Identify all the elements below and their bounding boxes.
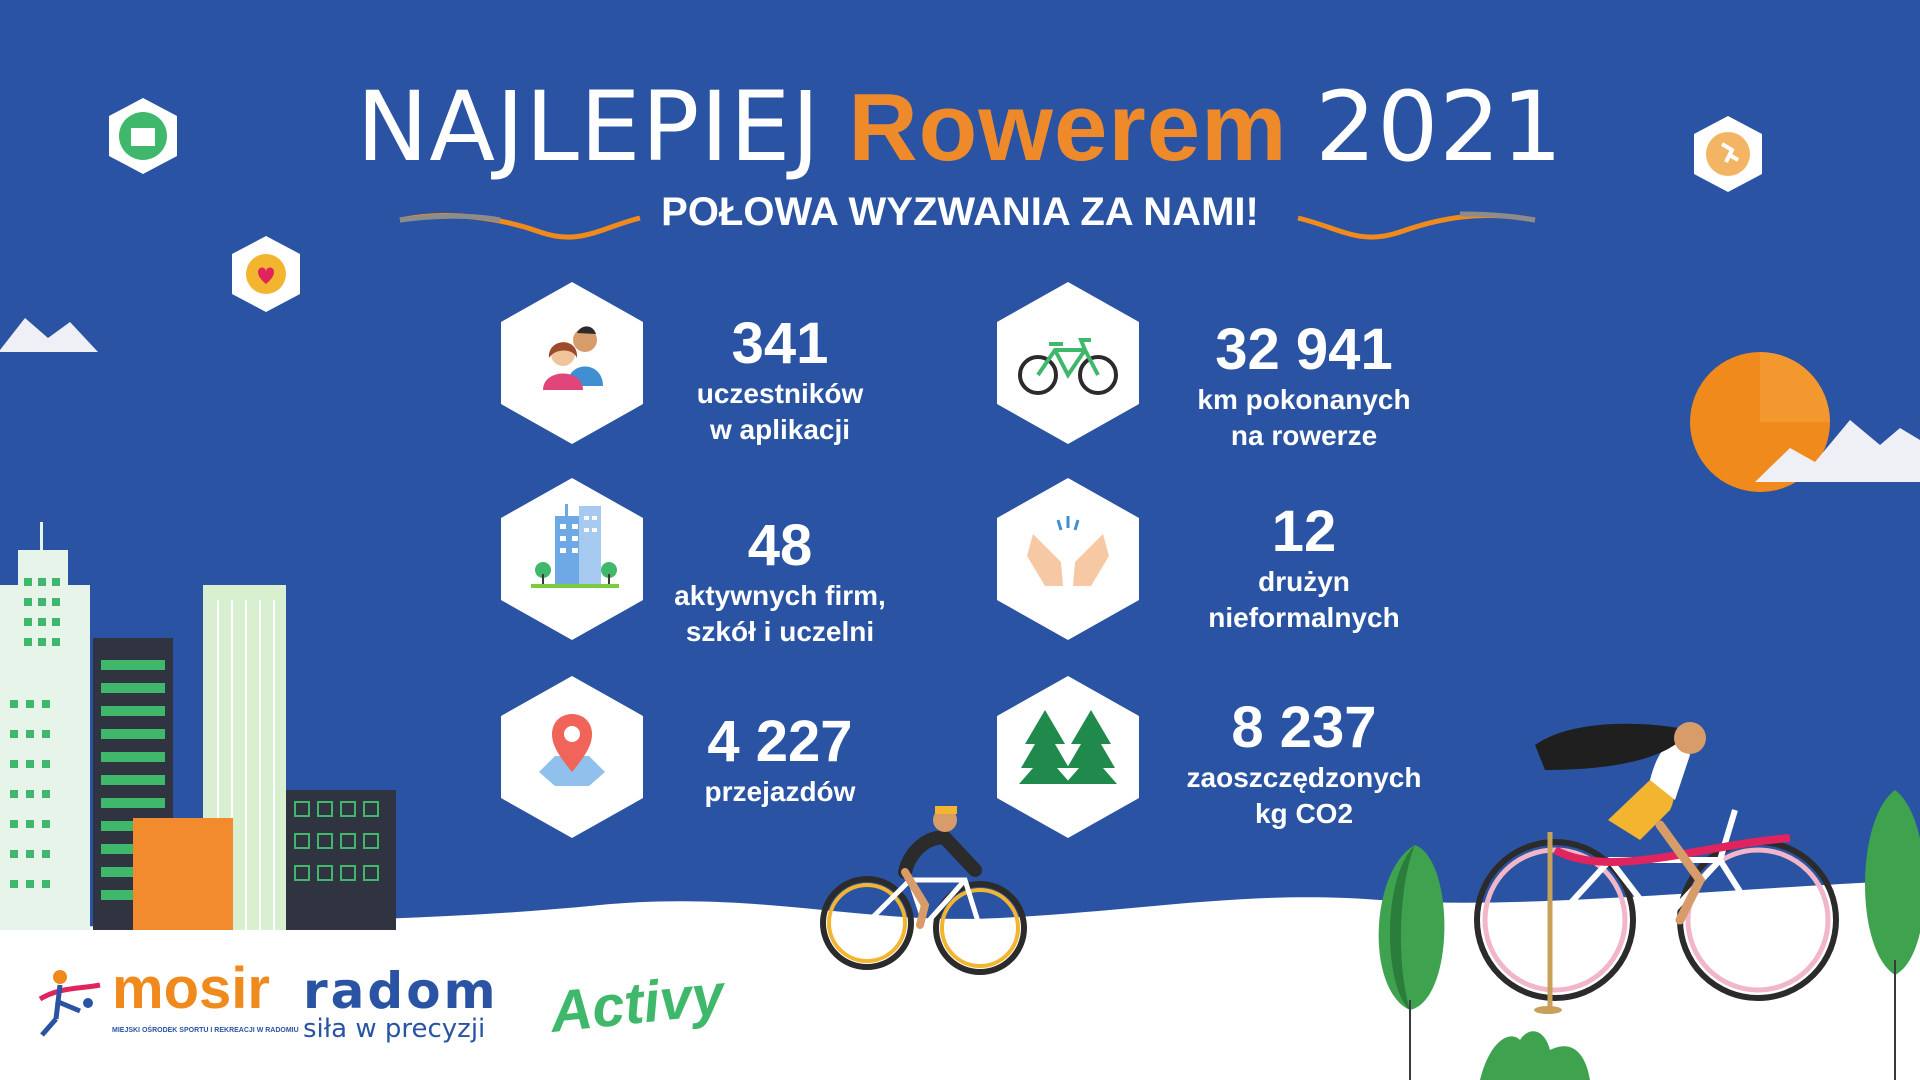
page-title: NAJLEPIEJ Rowerem 2021 [0, 72, 1920, 183]
stat-companies: 48 aktywnych firm, szkół i uczelni [620, 514, 940, 650]
trees-icon [997, 676, 1139, 838]
high-five-icon [997, 478, 1139, 640]
stat-rides: 4 227 przejazdów [620, 710, 940, 810]
stat-kilometers: 32 941 km pokonanych na rowerze [1144, 318, 1464, 454]
mosir-logo: mosir MIEJSKI OŚRODEK SPORTU I REKREACJI… [30, 955, 299, 1045]
stat-teams: 12 drużyn nieformalnych [1144, 500, 1464, 636]
mosir-emblem-icon [38, 970, 101, 1037]
stat-value: 8 237 [1231, 695, 1377, 760]
map-pin-icon [501, 676, 643, 838]
stat-value: 48 [747, 513, 813, 578]
office-building-icon [501, 478, 643, 640]
radom-name: radom [303, 962, 499, 1020]
stat-label-line1: przejazdów [704, 776, 856, 807]
cyclist-left-illustration [820, 806, 1027, 975]
bicycle-icon [997, 282, 1139, 444]
title-part-rowerem: Rowerem [848, 74, 1288, 181]
stat-label-line1: uczestników [696, 378, 864, 409]
title-part-year: 2021 [1315, 71, 1564, 183]
stat-co2: 8 237 zaoszczędzonych kg CO2 [1144, 696, 1464, 832]
office-badge-icon [109, 98, 177, 174]
stat-value: 32 941 [1215, 317, 1393, 382]
stat-label-line2: nieformalnych [1208, 602, 1400, 633]
mosir-name: mosir [112, 956, 270, 1021]
radom-logo: radom siła w precyzji [303, 962, 513, 1050]
runner-badge-icon [1694, 116, 1762, 192]
stat-participants: 341 uczestników w aplikacji [620, 312, 940, 448]
stat-label-line2: kg CO2 [1254, 798, 1354, 829]
stat-label-line2: na rowerze [1230, 420, 1378, 451]
stat-label-line2: w aplikacji [709, 414, 851, 445]
stat-value: 341 [731, 311, 829, 376]
mosir-tagline: MIEJSKI OŚRODEK SPORTU I REKREACJI W RAD… [112, 1027, 299, 1034]
people-icon [501, 282, 643, 444]
stat-label-line1: drużyn [1258, 566, 1350, 597]
stat-value: 12 [1271, 499, 1337, 564]
stat-value: 4 227 [707, 709, 853, 774]
stat-label-line2: szkół i uczelni [685, 616, 875, 647]
page-subtitle: POŁOWA WYZWANIA ZA NAMI! [661, 190, 1259, 234]
stat-label-line1: aktywnych firm, [674, 580, 886, 611]
cyclist-right-illustration [1474, 722, 1839, 1014]
stat-label-line1: km pokonanych [1197, 384, 1411, 415]
stat-label-line1: zaoszczędzonych [1186, 762, 1422, 793]
heart-hands-badge-icon [232, 236, 300, 312]
radom-tagline: siła w precyzji [303, 1014, 486, 1044]
title-part-najlepiej: NAJLEPIEJ [356, 71, 821, 183]
